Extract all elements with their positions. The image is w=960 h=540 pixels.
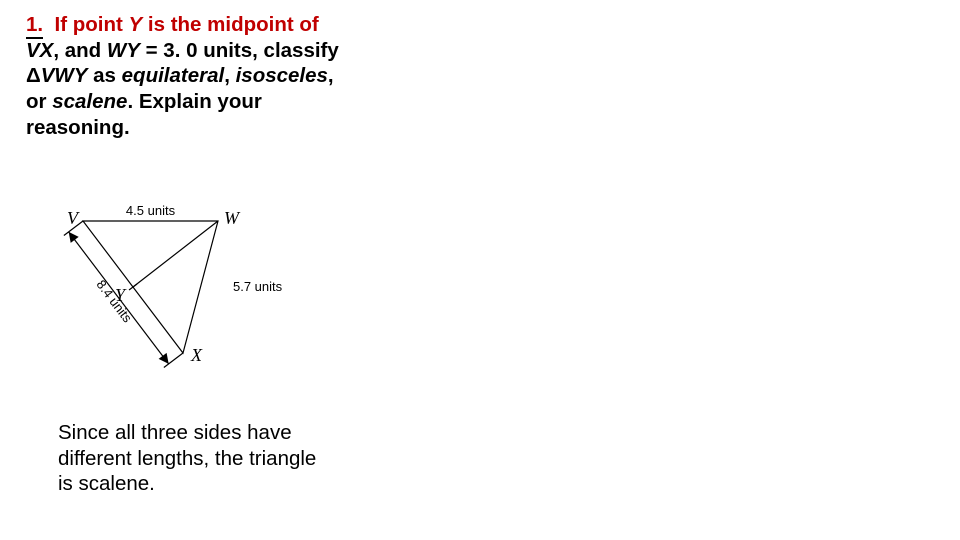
answer-line2: different lengths, the triangle [58, 447, 316, 470]
q-line2d: = 3. 0 units, classify [140, 39, 339, 62]
q-line5: reasoning. [26, 116, 130, 139]
q-line4a: or [26, 90, 52, 113]
q-equilateral: equilateral [122, 64, 225, 87]
q-line3c: as [87, 64, 121, 87]
q-line2b: , and [53, 39, 107, 62]
answer-line3: is scalene. [58, 472, 155, 495]
question-spacing [43, 13, 54, 36]
q-var-vx: VX [26, 39, 53, 62]
answer-text: Since all three sides have different len… [58, 420, 388, 497]
svg-text:5.7 units: 5.7 units [233, 279, 283, 294]
answer-line1: Since all three sides have [58, 421, 292, 444]
q-var-vwy: VWY [41, 64, 88, 87]
q-isosceles: isosceles [236, 64, 328, 87]
question-number: 1. [26, 13, 43, 39]
q-var-wy: WY [107, 39, 140, 62]
svg-text:W: W [224, 208, 241, 228]
q-scalene: scalene [52, 90, 127, 113]
svg-text:X: X [190, 345, 203, 365]
svg-text:4.5 units: 4.5 units [126, 203, 176, 218]
q-line3g: , [328, 64, 334, 87]
q-line1c: is the midpoint of [142, 13, 319, 36]
question-text: 1. If point Y is the midpoint of VX, and… [26, 12, 426, 140]
q-delta: Δ [26, 64, 41, 87]
q-line1a: If point [55, 13, 129, 36]
q-line3e: , [224, 64, 235, 87]
triangle-figure: 8.4 unitsVWXY4.5 units5.7 units [48, 203, 348, 383]
q-var-y: Y [129, 13, 143, 36]
q-line4c: . Explain your [127, 90, 261, 113]
